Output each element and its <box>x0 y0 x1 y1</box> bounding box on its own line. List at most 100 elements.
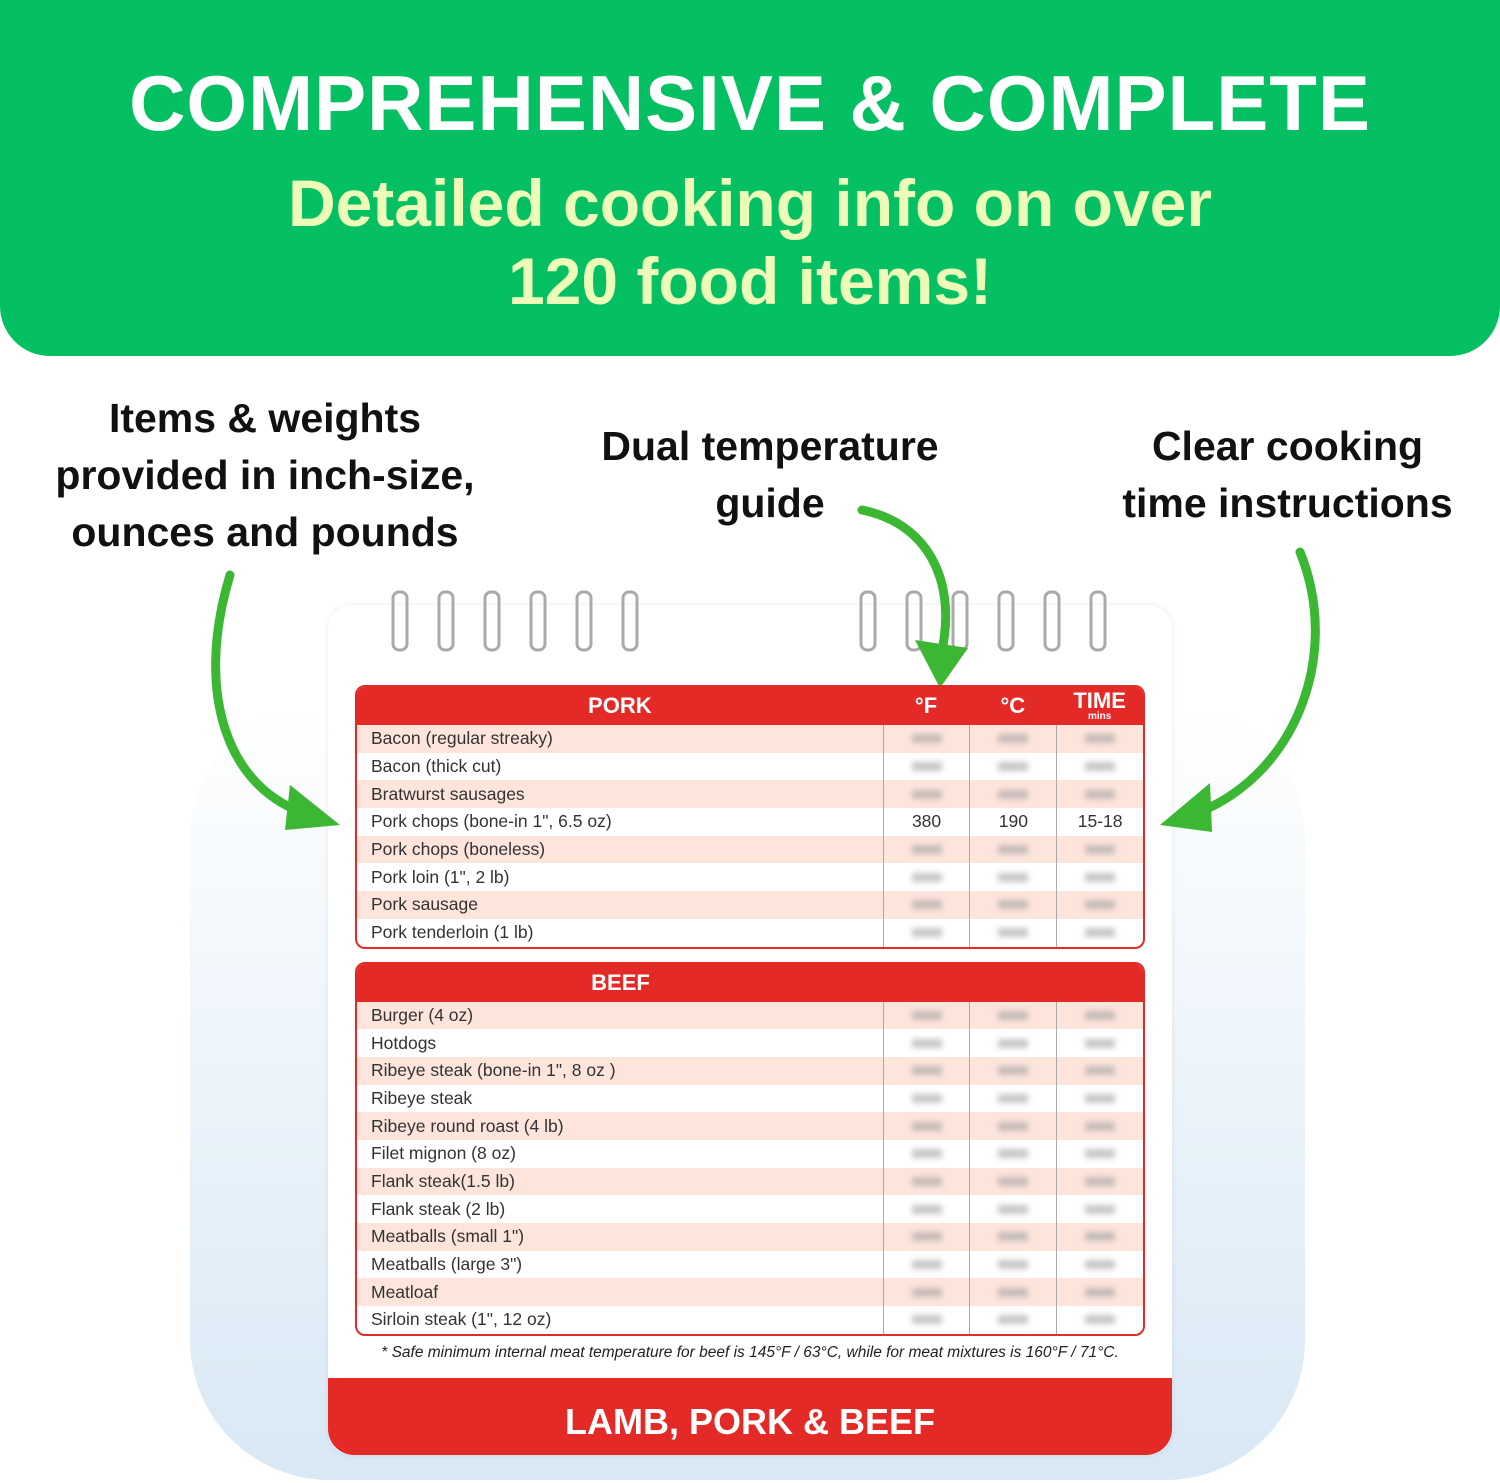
cell-fahrenheit <box>882 835 970 864</box>
callout: Items & weights provided in inch-size, o… <box>20 390 510 561</box>
ring <box>391 590 409 652</box>
cell-time <box>1056 780 1143 809</box>
blurred-value <box>998 1315 1029 1325</box>
table-row: Meatballs (small 1") <box>357 1223 1143 1251</box>
subtitle: Detailed cooking info on over <box>287 166 1213 240</box>
blurred-value <box>1085 1066 1116 1076</box>
item-name: Filet mignon (8 oz) <box>371 1143 516 1164</box>
cell-celsius <box>969 1195 1056 1223</box>
blurred-value <box>911 1315 942 1325</box>
blurred-value <box>1085 1176 1116 1186</box>
cell-fahrenheit <box>882 1056 970 1085</box>
item-name: Meatballs (large 3") <box>371 1254 523 1275</box>
cell-celsius <box>969 918 1056 947</box>
cell-fahrenheit: 380 <box>882 808 970 836</box>
cell-fahrenheit <box>882 918 970 947</box>
cell-fahrenheit <box>882 1167 970 1196</box>
cell-celsius <box>969 1084 1056 1113</box>
blurred-value <box>911 928 942 938</box>
arrow <box>1195 547 1320 817</box>
column-header: °F <box>914 693 938 718</box>
footnote: * Safe minimum internal meat temperature… <box>381 1344 1119 1361</box>
blurred-value <box>998 1121 1029 1131</box>
item-name: Ribeye steak <box>371 1087 473 1108</box>
column-title: TIME <box>1073 688 1126 713</box>
item-name: Meatballs (small 1") <box>371 1226 525 1247</box>
table-row: Sirloin steak (1", 12 oz) <box>357 1306 1143 1334</box>
cell-fahrenheit <box>882 1278 970 1307</box>
cell-time <box>1056 891 1143 919</box>
table-row: Meatloaf <box>357 1278 1143 1307</box>
item-name: Flank steak (2 lb) <box>371 1198 506 1219</box>
item-name: Bacon (regular streaky) <box>371 728 553 749</box>
callout: Dual temperature guide <box>550 418 990 532</box>
blurred-value <box>911 900 942 910</box>
table-row: Ribeye steak (bone-in 1", 8 oz ) <box>357 1056 1143 1085</box>
blurred-value <box>998 1093 1029 1103</box>
item-name: Pork loin (1", 2 lb) <box>371 866 510 887</box>
blurred-value <box>998 1232 1029 1242</box>
header-banner <box>0 0 1500 356</box>
callout-line: ounces and pounds <box>71 509 459 555</box>
column-header: TIME mins <box>1056 690 1143 722</box>
blurred-value <box>998 1260 1029 1270</box>
item-name: Pork sausage <box>371 894 479 915</box>
blurred-value <box>911 1066 942 1076</box>
table-row: Pork tenderloin (1 lb) <box>357 918 1143 947</box>
table-row: Ribeye round roast (4 lb) <box>357 1112 1143 1140</box>
table-row: Filet mignon (8 oz) <box>357 1139 1143 1168</box>
cell-fahrenheit <box>882 891 970 919</box>
cell-fahrenheit <box>882 1250 970 1279</box>
cell-celsius <box>969 1056 1056 1085</box>
blurred-value <box>998 900 1029 910</box>
blurred-value <box>1085 928 1116 938</box>
blurred-value <box>911 1204 942 1214</box>
cell-time <box>1056 1278 1143 1307</box>
cell-fahrenheit <box>882 1084 970 1113</box>
cell-fahrenheit <box>882 1306 970 1334</box>
blurred-value <box>1085 1093 1116 1103</box>
blurred-value <box>998 762 1029 772</box>
cell-fahrenheit <box>882 725 970 753</box>
cell-time <box>1056 1029 1143 1057</box>
cell-celsius <box>969 1306 1056 1334</box>
blurred-value <box>1085 1038 1116 1048</box>
table-row: Pork loin (1", 2 lb) <box>357 863 1143 892</box>
table-row: Hotdogs <box>357 1029 1143 1057</box>
blurred-value <box>1085 789 1116 799</box>
cell-fahrenheit <box>882 863 970 892</box>
footer-band: LAMB, PORK & BEEF <box>328 1378 1172 1455</box>
item-name: Pork chops (bone-in 1", 6.5 oz) <box>371 811 612 832</box>
callout-line: Clear cooking <box>1151 423 1424 469</box>
arrows <box>211 505 1320 820</box>
arrowheads <box>285 640 1212 832</box>
cell-celsius <box>969 725 1056 753</box>
blurred-value <box>1085 1149 1116 1159</box>
arrowhead <box>285 785 340 830</box>
blurred-value <box>998 1204 1029 1214</box>
cell-value: 15-18 <box>1077 811 1123 832</box>
table-row: Bacon (regular streaky) <box>357 725 1143 753</box>
cell-celsius <box>969 835 1056 864</box>
title: COMPREHENSIVE & COMPLETE <box>129 59 1371 147</box>
cell-fahrenheit <box>882 1029 970 1057</box>
blurred-value <box>998 928 1029 938</box>
cell-time <box>1056 1112 1143 1140</box>
blurred-value <box>1085 872 1116 882</box>
blurred-value <box>1085 1287 1116 1297</box>
section-title: PORK <box>588 693 652 718</box>
cell-time: 15-18 <box>1056 808 1143 836</box>
blurred-value <box>1085 900 1116 910</box>
cell-time <box>1056 1001 1143 1030</box>
blurred-value <box>911 1260 942 1270</box>
cell-fahrenheit <box>882 752 970 781</box>
blurred-value <box>911 1176 942 1186</box>
item-name: Ribeye steak (bone-in 1", 8 oz ) <box>371 1060 616 1081</box>
blurred-value <box>998 1066 1029 1076</box>
cell-fahrenheit <box>882 1223 970 1251</box>
cell-fahrenheit <box>882 1001 970 1030</box>
blurred-value <box>1085 1232 1116 1242</box>
cell-celsius <box>969 1112 1056 1140</box>
cell-value: 190 <box>998 811 1028 832</box>
